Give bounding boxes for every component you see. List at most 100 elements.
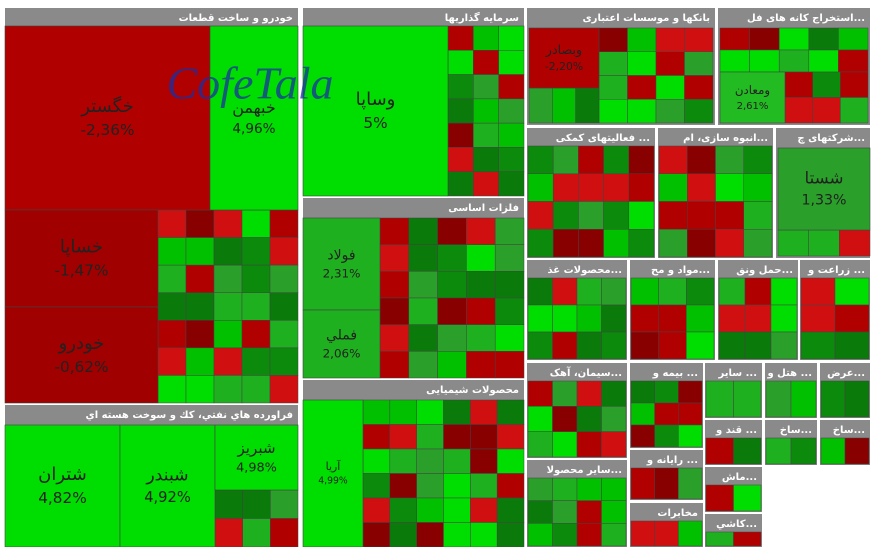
tile-name: شبریز [236,439,275,457]
tile-name: شستا [804,167,843,187]
minor-tile [470,473,498,499]
tile [209,25,299,211]
tile [302,25,449,197]
minor-tile [715,145,744,174]
minor-tile [269,347,299,376]
minor-tile [655,51,685,76]
minor-tile [498,25,525,51]
minor-tile [630,277,659,306]
minor-tile [576,277,602,306]
minor-tile [437,351,467,379]
minor-tile [214,518,243,547]
minor-tile [470,448,498,474]
minor-tile [630,467,655,500]
tile-change: 5% [363,114,387,132]
group-title: سایر محصولا... [547,465,622,476]
minor-tile [654,520,679,547]
minor-tile [603,145,630,174]
minor-tile [494,297,525,325]
tile-name: فولاد [327,248,355,264]
tile-change: 4,82% [38,489,87,507]
minor-tile [686,277,715,306]
minor-tile [362,522,391,547]
minor-tile [157,375,187,404]
minor-tile [678,424,703,448]
minor-tile [241,264,271,293]
minor-tile [416,424,444,450]
minor-tile [443,399,471,425]
minor-tile [658,229,688,258]
minor-tile [498,147,525,172]
minor-tile [598,75,628,100]
tile-name: وساپا [356,89,396,110]
minor-tile [749,49,780,73]
group-title: استخراج کانه های فل... [747,13,865,24]
minor-tile [800,277,836,306]
minor-tile [552,431,578,458]
minor-tile [494,351,525,379]
minor-tile [416,399,444,425]
minor-tile [241,292,271,321]
tile-change: 2,61% [737,101,769,112]
minor-tile [466,351,496,379]
minor-tile [527,406,553,432]
minor-tile [527,380,553,407]
minor-tile [658,331,687,360]
minor-tile [808,49,839,73]
minor-tile [686,331,715,360]
minor-tile [578,229,604,258]
minor-tile [527,229,554,258]
minor-tile [470,424,498,450]
group-title: ساخ... [780,425,812,436]
minor-tile [601,304,627,333]
minor-tile [437,297,467,325]
minor-tile [447,147,474,172]
minor-tile [598,99,628,124]
minor-tile [498,50,525,75]
minor-tile [473,74,499,100]
minor-tile [718,277,746,306]
minor-tile [654,467,679,500]
minor-tile [658,173,688,202]
minor-tile [470,522,498,547]
minor-tile [678,402,703,426]
minor-tile [552,331,578,360]
tile [4,306,159,404]
minor-tile [498,171,525,197]
minor-tile [213,209,243,238]
minor-tile [705,531,734,547]
minor-tile [765,380,792,418]
minor-tile [684,99,714,124]
minor-tile [498,98,525,124]
minor-tile [576,380,602,407]
minor-tile [627,99,657,124]
minor-tile [820,380,846,418]
minor-tile [379,351,410,379]
minor-tile [157,237,187,266]
minor-tile [552,277,578,306]
minor-tile [576,304,602,333]
tile [4,209,159,308]
tile [777,147,871,231]
group-title: محصولات غذ... [547,265,622,276]
group-title: فراورده هاي نفتي، كك و سوخت هسته اي [86,410,293,421]
tile-change: -2,20% [545,60,583,73]
minor-tile [437,271,467,299]
minor-tile [157,264,187,293]
tile-name: فملي [326,328,357,344]
minor-tile [473,25,499,51]
minor-tile [416,497,444,523]
minor-tile [416,473,444,499]
minor-tile [839,229,871,257]
tile-name: وبصادر [545,42,582,58]
minor-tile [496,473,525,499]
tile-change: -0,62% [54,358,108,376]
minor-tile [552,523,578,547]
tile [214,424,299,491]
minor-tile [820,437,846,465]
minor-tile [834,304,870,333]
minor-tile [733,437,762,465]
minor-tile [527,477,553,501]
minor-tile [389,399,417,425]
minor-tile [242,489,271,519]
